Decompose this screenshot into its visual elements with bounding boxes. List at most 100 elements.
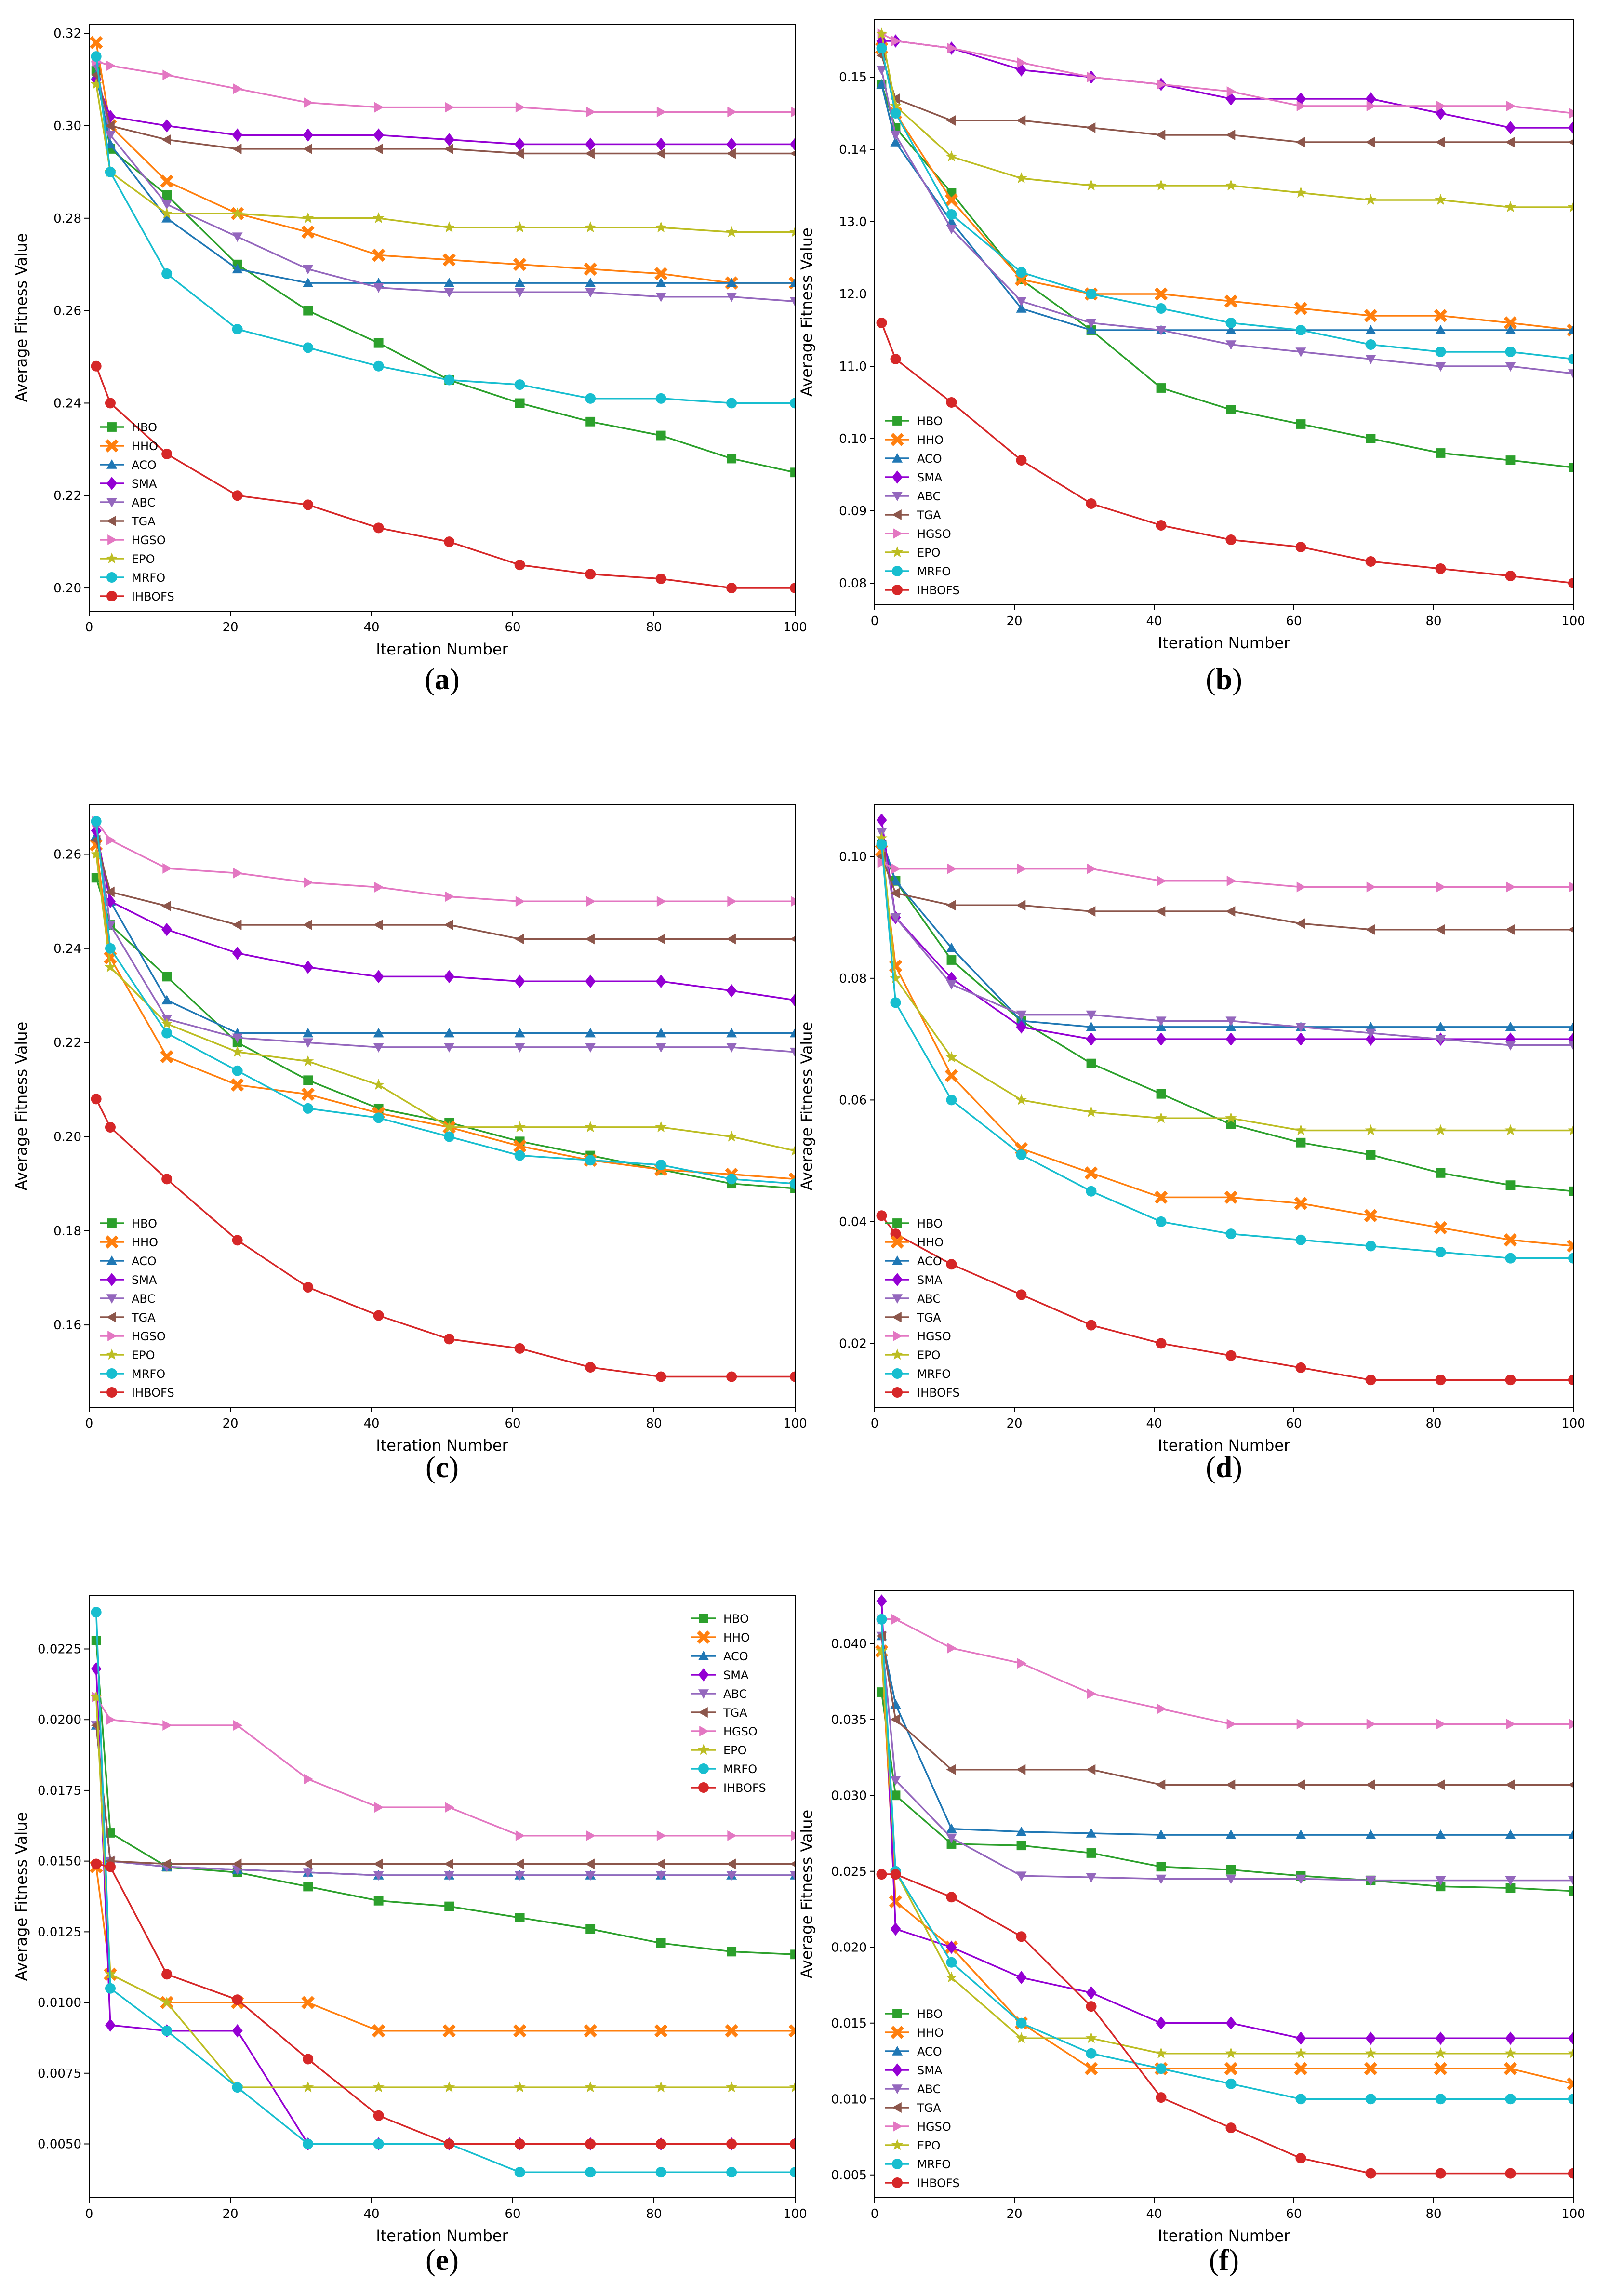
data-point-epo [302, 2081, 314, 2093]
series-line-tga [95, 75, 795, 155]
data-point-hgso [162, 69, 173, 80]
data-point-hgso [1296, 1719, 1306, 1730]
data-point-epo [1155, 2047, 1167, 2058]
y-tick-label: 0.28 [53, 212, 81, 226]
data-point-hbo [585, 1924, 596, 1934]
data-point-tga [1435, 924, 1445, 935]
legend-label-tga: TGA [723, 1706, 747, 1720]
legend-marker-mrfo [106, 1368, 117, 1379]
data-point-tga [1435, 137, 1445, 147]
series-line-abc [95, 1725, 795, 1876]
data-point-hgso [656, 896, 666, 907]
data-point-hho [1434, 309, 1448, 322]
data-point-hho [1084, 1166, 1098, 1180]
data-point-tga [790, 150, 795, 157]
y-tick-label: 0.035 [831, 1713, 867, 1727]
data-point-mrfo [232, 2082, 243, 2093]
legend-label-hgso: HGSO [917, 1330, 951, 1343]
series-line-ihbofs [96, 1863, 795, 2145]
data-point-ihbofs [876, 318, 887, 328]
data-point-epo [1155, 179, 1167, 191]
plot-frame [89, 24, 796, 612]
data-point-hbo [1569, 1886, 1573, 1896]
legend-marker-sma [698, 1668, 709, 1682]
data-point-abc [1156, 1874, 1167, 1884]
data-point-sma [91, 1662, 102, 1676]
data-point-mrfo [303, 2138, 314, 2149]
data-point-mrfo [91, 816, 102, 827]
data-point-tga [585, 934, 595, 945]
data-point-hho [654, 267, 668, 280]
data-point-epo [1504, 1124, 1516, 1135]
legend-marker-hgso [107, 1331, 117, 1341]
data-point-hgso [1087, 72, 1097, 82]
series-line-hho [880, 1651, 1573, 2085]
data-point-mrfo [790, 2167, 795, 2178]
data-point-sma [161, 923, 173, 936]
data-point-hgso [233, 1720, 243, 1731]
data-point-aco [655, 1028, 666, 1038]
data-point-hgso [791, 896, 795, 907]
data-point-epo [890, 972, 902, 984]
legend-marker-aco [698, 1651, 709, 1660]
data-point-mrfo [890, 997, 901, 1008]
y-tick-label: 0.14 [839, 143, 867, 157]
data-point-ihbofs [1365, 1375, 1376, 1386]
data-point-hgso [1506, 101, 1516, 111]
data-point-tga [303, 143, 312, 154]
data-point-abc [876, 66, 887, 75]
legend-label-hho: HHO [917, 2026, 944, 2040]
data-point-hbo [656, 430, 666, 441]
legend-label-abc: ABC [917, 1292, 941, 1306]
data-point-aco [1505, 1021, 1516, 1031]
x-tick-label: 80 [1425, 614, 1441, 628]
data-point-mrfo [726, 1174, 737, 1185]
legend-label-epo: EPO [723, 1744, 747, 1757]
data-point-tga [726, 1858, 736, 1869]
data-point-hho [1503, 2062, 1517, 2075]
series-line-ihbofs [881, 1873, 1573, 2175]
data-point-mrfo [1016, 267, 1027, 278]
series-line-epo [880, 33, 1573, 208]
x-tick-label: 0 [871, 1416, 879, 1431]
data-point-epo [726, 2081, 738, 2093]
data-point-mrfo [444, 1131, 455, 1142]
data-point-hho [1503, 1233, 1517, 1247]
data-point-abc [890, 131, 901, 140]
series-line-ihbofs [95, 1098, 795, 1378]
series-group [89, 816, 795, 1382]
series-line-hgso [96, 60, 795, 113]
data-point-hgso [1569, 881, 1573, 893]
y-tick-label: 0.24 [53, 942, 81, 956]
data-point-hgso [656, 1830, 666, 1841]
data-point-ihbofs [1295, 542, 1306, 552]
data-point-tga [946, 1764, 956, 1775]
legend-label-mrfo: MRFO [917, 2158, 951, 2171]
data-point-aco [790, 1028, 795, 1038]
panel-caption: (f) [1209, 2244, 1239, 2277]
data-point-hgso [1226, 86, 1237, 97]
y-tick-label: 0.22 [53, 489, 81, 503]
data-point-hbo [1156, 1089, 1166, 1099]
data-point-ihbofs [232, 490, 243, 501]
data-point-sma [105, 2018, 116, 2032]
x-tick-label: 80 [646, 2207, 662, 2221]
data-point-mrfo [161, 268, 173, 279]
y-axis-label: Average Fitness Value [798, 1022, 816, 1190]
series-line-tga [95, 1725, 795, 1865]
legend-marker-hho [891, 2026, 904, 2039]
series-line-hgso [881, 862, 1573, 888]
series-line-hgso [95, 821, 795, 902]
data-point-abc [1156, 326, 1167, 335]
data-point-hbo [303, 1882, 313, 1892]
legend-label-epo: EPO [132, 552, 155, 566]
series-line-abc [95, 65, 795, 303]
data-point-epo [876, 27, 888, 39]
data-point-ihbofs [1086, 498, 1097, 509]
data-point-ihbofs [232, 1235, 243, 1246]
data-point-epo [1365, 1124, 1377, 1135]
x-tick-label: 100 [783, 620, 807, 635]
data-point-hbo [727, 454, 737, 464]
data-point-mrfo [1156, 2063, 1167, 2074]
data-point-epo [372, 1079, 385, 1090]
